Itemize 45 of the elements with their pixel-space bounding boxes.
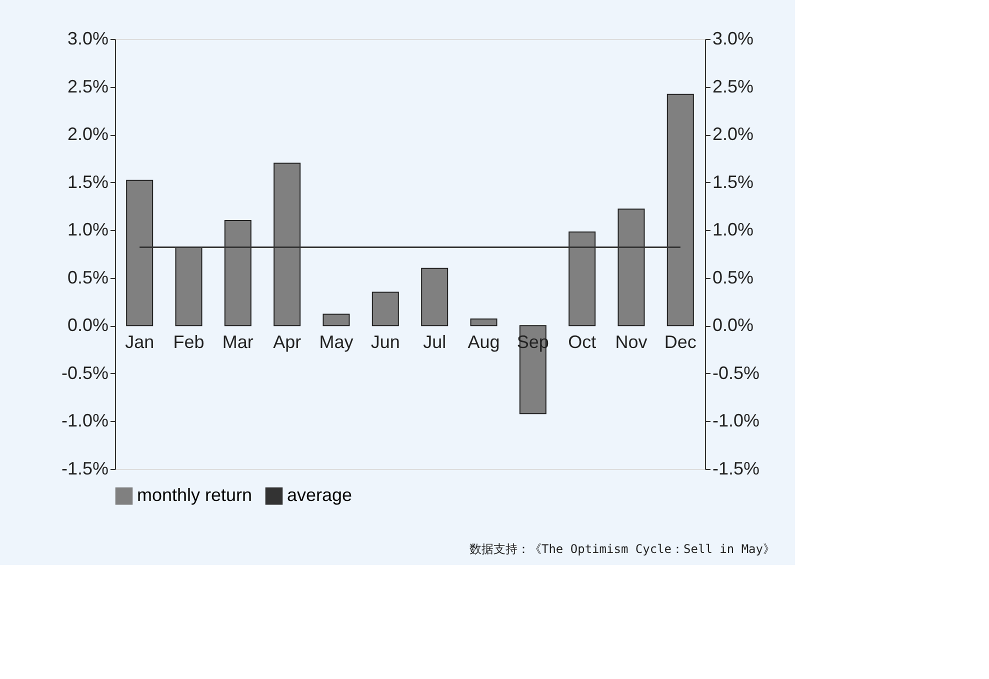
x-tick-label: May (319, 332, 354, 352)
y-tick-label: -1.5% (61, 458, 108, 478)
text: 数据支持：《The Optimism Cycle：Sell in May》 (469, 542, 775, 556)
y-tick-label: -1.0% (61, 410, 108, 431)
x-tick-label: Jan (125, 332, 154, 352)
y2-tick-label: 2.5% (712, 76, 754, 96)
y2-tick-label: 3.0% (712, 28, 754, 48)
bar (568, 232, 596, 326)
bar (322, 314, 350, 326)
bar (372, 292, 399, 326)
y2-tick-label: 0.0% (712, 315, 754, 336)
x-tick-label: Dec (664, 332, 696, 352)
x-tick-label: Apr (273, 332, 302, 352)
y-tick-label: 0.5% (67, 267, 108, 288)
y-tick-label: 3.0% (67, 28, 108, 48)
y2-tick-label: 0.5% (712, 267, 754, 288)
y2-tick-label: 2.0% (712, 124, 754, 144)
y2-tick-label: -1.0% (712, 410, 760, 431)
bar (175, 246, 202, 326)
y-tick-label: 1.0% (67, 220, 108, 240)
x-tick-label: Jun (370, 332, 400, 352)
bar (224, 220, 252, 326)
x-tick-label: Nov (615, 332, 648, 352)
y-tick-label: 0.0% (67, 315, 108, 336)
y2-tick-label: -0.5% (712, 362, 760, 383)
y2-tick-label: 1.0% (712, 220, 754, 240)
y-tick-label: 2.0% (67, 124, 108, 144)
x-tick-label: Oct (568, 332, 596, 352)
bar (666, 94, 694, 326)
x-tick-label: Mar (222, 332, 254, 352)
bar (470, 318, 498, 326)
y-tick-label: 2.5% (67, 76, 108, 96)
x-tick-label: Jul (423, 332, 446, 352)
x-tick-label: Aug (468, 332, 500, 352)
legend-label: average (287, 485, 352, 506)
bar (618, 208, 645, 326)
x-tick-label: Feb (173, 332, 204, 352)
y-tick-label: 1.5% (67, 172, 108, 192)
y-tick-label: -0.5% (61, 362, 108, 383)
bar (421, 268, 448, 326)
bar (274, 162, 301, 326)
bar (126, 180, 154, 326)
legend-label: monthly return (137, 485, 252, 506)
y2-tick-label: -1.5% (712, 458, 760, 478)
y2-tick-label: 1.5% (712, 172, 754, 192)
